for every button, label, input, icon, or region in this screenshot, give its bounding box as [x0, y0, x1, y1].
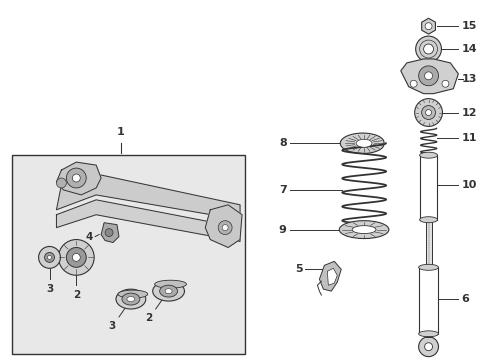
Circle shape: [105, 229, 113, 237]
Ellipse shape: [160, 285, 177, 297]
Circle shape: [441, 80, 448, 87]
Ellipse shape: [154, 280, 186, 288]
Circle shape: [418, 66, 438, 86]
Circle shape: [44, 252, 54, 262]
Text: 12: 12: [460, 108, 476, 117]
Circle shape: [47, 255, 51, 260]
Circle shape: [66, 247, 86, 267]
Circle shape: [415, 36, 441, 62]
Bar: [418, 267, 438, 334]
Text: 10: 10: [460, 180, 476, 190]
Polygon shape: [56, 175, 240, 220]
Text: 15: 15: [460, 21, 476, 31]
Text: 3: 3: [46, 284, 53, 294]
Ellipse shape: [122, 293, 140, 305]
Circle shape: [418, 337, 438, 357]
Polygon shape: [326, 268, 337, 285]
Ellipse shape: [419, 152, 437, 158]
Circle shape: [72, 253, 80, 261]
Polygon shape: [340, 133, 383, 153]
Polygon shape: [56, 200, 240, 242]
Text: 3: 3: [108, 321, 116, 331]
Text: 4: 4: [85, 231, 93, 242]
Text: 9: 9: [278, 225, 286, 235]
Ellipse shape: [351, 226, 375, 234]
Circle shape: [421, 105, 435, 120]
Ellipse shape: [419, 217, 437, 223]
Circle shape: [66, 168, 86, 188]
Polygon shape: [101, 223, 119, 243]
Ellipse shape: [116, 289, 145, 309]
Text: 14: 14: [460, 44, 476, 54]
Bar: [12, 155, 244, 354]
Text: 1: 1: [117, 127, 124, 137]
Text: 6: 6: [460, 294, 468, 304]
Text: 2: 2: [73, 290, 80, 300]
Circle shape: [218, 221, 232, 235]
Polygon shape: [421, 18, 434, 34]
Ellipse shape: [418, 264, 438, 270]
Circle shape: [424, 23, 431, 30]
Circle shape: [409, 80, 416, 87]
Bar: [425, 220, 431, 267]
Ellipse shape: [152, 281, 184, 301]
Circle shape: [414, 99, 442, 126]
Text: 8: 8: [278, 138, 286, 148]
Circle shape: [425, 109, 431, 116]
Ellipse shape: [418, 331, 438, 337]
Circle shape: [56, 178, 66, 188]
Polygon shape: [400, 59, 457, 94]
Polygon shape: [56, 162, 101, 195]
Circle shape: [222, 225, 228, 231]
Text: 5: 5: [294, 264, 302, 274]
Ellipse shape: [127, 297, 135, 302]
Text: 7: 7: [278, 185, 286, 195]
Bar: [419, 155, 437, 220]
Polygon shape: [319, 261, 341, 291]
Circle shape: [424, 343, 432, 351]
Circle shape: [59, 239, 94, 275]
Circle shape: [424, 72, 432, 80]
Text: 13: 13: [460, 74, 476, 84]
Circle shape: [39, 247, 61, 268]
Polygon shape: [205, 205, 242, 247]
Ellipse shape: [355, 139, 371, 147]
Text: 11: 11: [460, 133, 476, 143]
Ellipse shape: [339, 221, 388, 239]
Circle shape: [423, 44, 433, 54]
Ellipse shape: [165, 289, 172, 294]
Circle shape: [72, 174, 80, 182]
Ellipse shape: [118, 290, 147, 298]
Text: 2: 2: [145, 313, 152, 323]
